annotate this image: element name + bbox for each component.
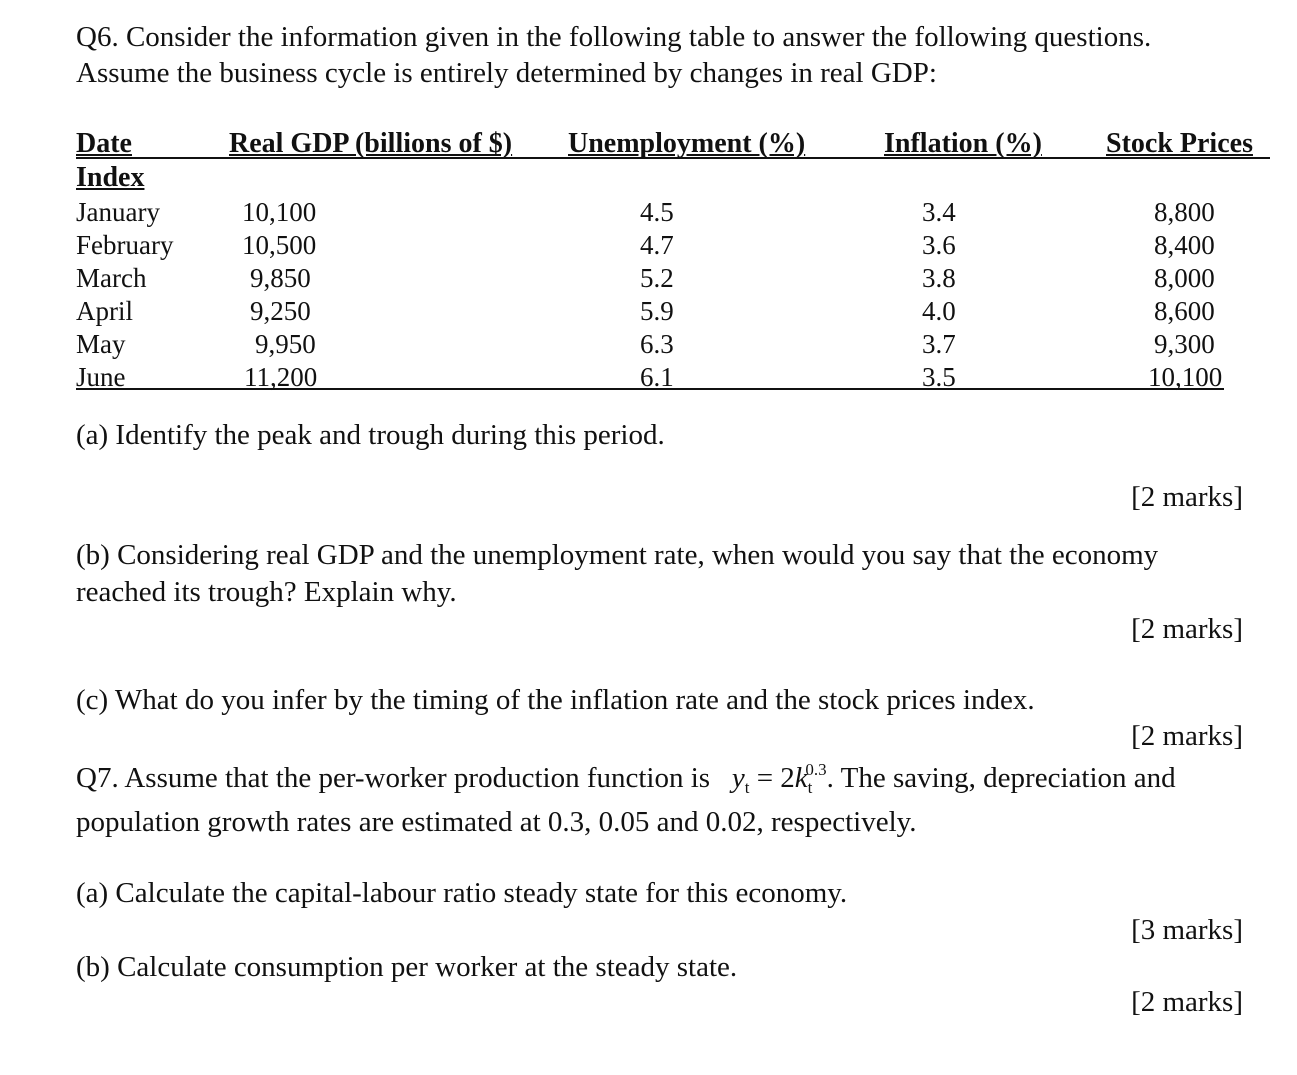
eq-equals: = 2: [749, 762, 795, 794]
q7-intro-line1: Q7. Assume that the per-worker productio…: [76, 760, 1176, 799]
cell-month: March: [76, 263, 147, 293]
cell-inflation: 3.6: [922, 230, 956, 260]
cell-month: April: [76, 296, 133, 326]
eq-k: k: [794, 762, 808, 794]
cell-unemployment: 5.2: [640, 263, 674, 293]
cell-inflation: 3.8: [922, 263, 956, 293]
q7-part-a: (a) Calculate the capital-labour ratio s…: [76, 877, 848, 909]
q6-part-a: (a) Identify the peak and trough during …: [76, 419, 665, 451]
cell-stock: 10,100: [1148, 362, 1223, 392]
q7-part-b-marks: [2 marks]: [1131, 986, 1243, 1018]
cell-unemployment: 4.5: [640, 197, 674, 227]
header-unemployment: Unemployment (%): [568, 128, 806, 159]
cell-gdp: 9,950: [255, 329, 316, 359]
header-real-gdp: Real GDP (billions of $): [229, 128, 513, 159]
cell-month: February: [76, 230, 174, 260]
header-inflation: Inflation (%): [884, 128, 1042, 159]
eq-subscript-t: t: [744, 778, 750, 797]
cell-inflation: 4.0: [922, 296, 956, 326]
q6-part-b-line2: reached its trough? Explain why.: [76, 576, 457, 608]
cell-month: January: [76, 197, 160, 227]
cell-month: May: [76, 329, 126, 359]
production-function-equation: yt = 2kt0.3: [717, 760, 827, 797]
eq-y: y: [731, 762, 745, 794]
cell-unemployment: 6.3: [640, 329, 674, 359]
cell-unemployment: 4.7: [640, 230, 674, 260]
cell-stock: 8,600: [1154, 296, 1215, 326]
cell-gdp: 11,200: [244, 362, 318, 392]
eq-exponent: 0.3: [805, 760, 827, 779]
header-rule: [76, 157, 1270, 159]
header-stock-prices: Stock Prices: [1106, 128, 1253, 159]
cell-gdp: 9,250: [250, 296, 311, 326]
cell-inflation: 3.4: [922, 197, 956, 227]
cell-gdp: 9,850: [250, 263, 311, 293]
cell-unemployment: 5.9: [640, 296, 674, 326]
header-index: Index: [76, 162, 145, 193]
q7-intro-text-after: . The saving, depreciation and: [826, 762, 1176, 794]
q6-part-b-line1: (b) Considering real GDP and the unemplo…: [76, 539, 1159, 571]
q7-part-b: (b) Calculate consumption per worker at …: [76, 951, 738, 983]
cell-unemployment: 6.1: [640, 362, 674, 392]
cell-inflation: 3.5: [922, 362, 956, 392]
table-bottom-rule: [76, 388, 1224, 390]
cell-stock: 9,300: [1154, 329, 1215, 359]
q7-intro-text: Q7. Assume that the per-worker productio…: [76, 762, 711, 794]
eq-subscript-t: t: [807, 778, 813, 797]
cell-stock: 8,000: [1154, 263, 1215, 293]
q6-part-b-marks: [2 marks]: [1131, 613, 1243, 645]
q6-part-c: (c) What do you infer by the timing of t…: [76, 684, 1035, 716]
q6-intro-line2: Assume the business cycle is entirely de…: [76, 57, 937, 89]
q7-intro-line2: population growth rates are estimated at…: [76, 806, 917, 838]
cell-stock: 8,400: [1154, 230, 1215, 260]
q6-intro-line1: Q6. Consider the information given in th…: [76, 21, 1152, 53]
header-date: Date: [76, 128, 132, 159]
q6-part-a-marks: [2 marks]: [1131, 481, 1243, 513]
cell-inflation: 3.7: [922, 329, 956, 359]
cell-gdp: 10,500: [242, 230, 317, 260]
cell-gdp: 10,100: [242, 197, 317, 227]
q6-part-c-marks: [2 marks]: [1131, 720, 1243, 752]
q7-part-a-marks: [3 marks]: [1131, 914, 1243, 946]
cell-month: June: [76, 362, 126, 392]
cell-stock: 8,800: [1154, 197, 1215, 227]
